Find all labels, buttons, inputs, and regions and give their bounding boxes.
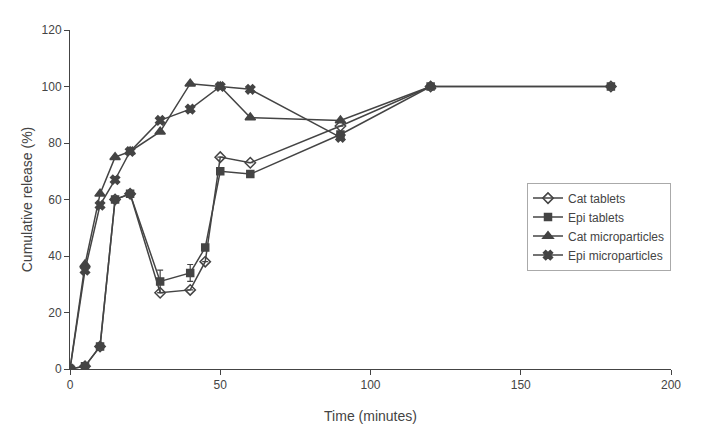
svg-text:40: 40 [48, 249, 62, 263]
svg-text:50: 50 [214, 378, 228, 392]
svg-text:0: 0 [67, 378, 74, 392]
svg-text:120: 120 [42, 23, 62, 37]
svg-text:60: 60 [48, 193, 62, 207]
svg-text:20: 20 [48, 306, 62, 320]
svg-text:0: 0 [55, 362, 62, 376]
svg-text:Cat microparticles: Cat microparticles [568, 230, 664, 244]
svg-text:150: 150 [511, 378, 531, 392]
svg-text:Epi microparticles: Epi microparticles [568, 249, 663, 263]
svg-text:80: 80 [48, 136, 62, 150]
svg-text:Time (minutes): Time (minutes) [324, 408, 417, 424]
svg-text:Cat tablets: Cat tablets [568, 192, 625, 206]
svg-text:Cumulative release (%): Cumulative release (%) [19, 127, 35, 273]
svg-text:100: 100 [360, 378, 380, 392]
svg-text:200: 200 [661, 378, 681, 392]
svg-text:100: 100 [42, 80, 62, 94]
svg-text:Epi tablets: Epi tablets [568, 211, 624, 225]
